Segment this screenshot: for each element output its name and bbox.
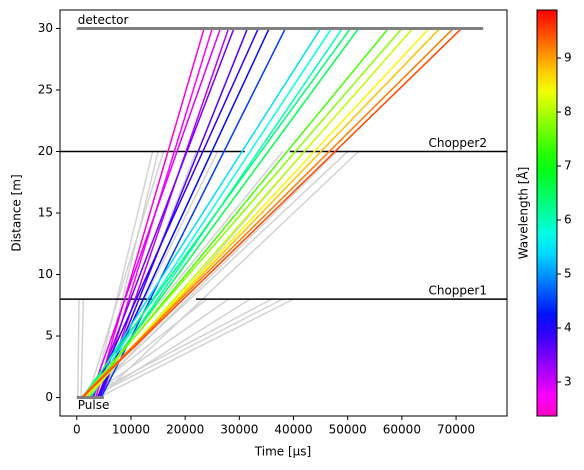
plot-area <box>60 26 507 400</box>
colorbar-tick-label: 7 <box>564 159 572 173</box>
x-tick-label: 30000 <box>220 423 258 437</box>
neutron-ray <box>81 27 403 399</box>
blocked-ray <box>77 299 80 398</box>
axes-frame <box>59 9 508 417</box>
y-tick-label: 25 <box>38 82 53 96</box>
neutron-ray <box>100 28 230 398</box>
blocked-ray <box>90 298 284 399</box>
x-tick-label: 70000 <box>437 423 475 437</box>
blocked-ray <box>92 151 154 398</box>
colorbar-tick-label: 6 <box>564 213 572 227</box>
x-tick-label: 60000 <box>383 423 421 437</box>
colorbar-tick-label: 4 <box>564 320 572 334</box>
x-tick-label: 50000 <box>329 423 367 437</box>
neutron-ray <box>95 28 205 398</box>
neutron-ray <box>87 28 333 398</box>
colorbar-label: Wavelength [Å] <box>516 167 531 260</box>
y-tick-label: 20 <box>38 144 53 158</box>
detector-label: detector <box>78 13 129 27</box>
neutron-ray <box>91 28 259 398</box>
neutron-ray <box>81 28 352 398</box>
y-tick-label: 15 <box>38 206 53 220</box>
blocked-ray <box>97 150 360 399</box>
neutron-ray <box>80 27 454 399</box>
neutron-ray <box>89 28 222 398</box>
colorbar-tick-label: 9 <box>564 51 572 65</box>
blocked-ray <box>80 299 85 398</box>
blocked-ray <box>87 298 229 399</box>
y-tick-label: 0 <box>45 390 53 404</box>
blocked-ray <box>84 150 349 399</box>
colorbar-tick-label: 5 <box>564 267 572 281</box>
x-tick-label: 10000 <box>112 423 150 437</box>
colorbar <box>536 9 558 417</box>
chopper-label: Chopper2 <box>428 136 487 150</box>
pulse-label: Pulse <box>78 398 110 412</box>
neutron-ray <box>92 28 235 398</box>
chopper-label: Chopper1 <box>428 284 487 298</box>
x-tick-label: 0 <box>73 423 81 437</box>
blocked-ray <box>92 298 251 399</box>
x-tick-label: 40000 <box>274 423 312 437</box>
blocked-ray <box>86 151 165 398</box>
neutron-ray <box>84 28 322 398</box>
y-axis-label: Distance [m] <box>10 174 24 251</box>
y-tick-label: 5 <box>45 329 53 343</box>
x-tick-label: 20000 <box>166 423 204 437</box>
blocked-ray <box>98 298 294 399</box>
x-axis-label: Time [µs] <box>254 445 311 459</box>
y-tick-label: 10 <box>38 267 53 281</box>
y-tick-label: 30 <box>38 21 53 35</box>
colorbar-tick-label: 8 <box>564 105 572 119</box>
colorbar-tick-label: 3 <box>564 374 572 388</box>
neutron-ray <box>81 27 463 399</box>
neutron-ray <box>87 28 360 398</box>
